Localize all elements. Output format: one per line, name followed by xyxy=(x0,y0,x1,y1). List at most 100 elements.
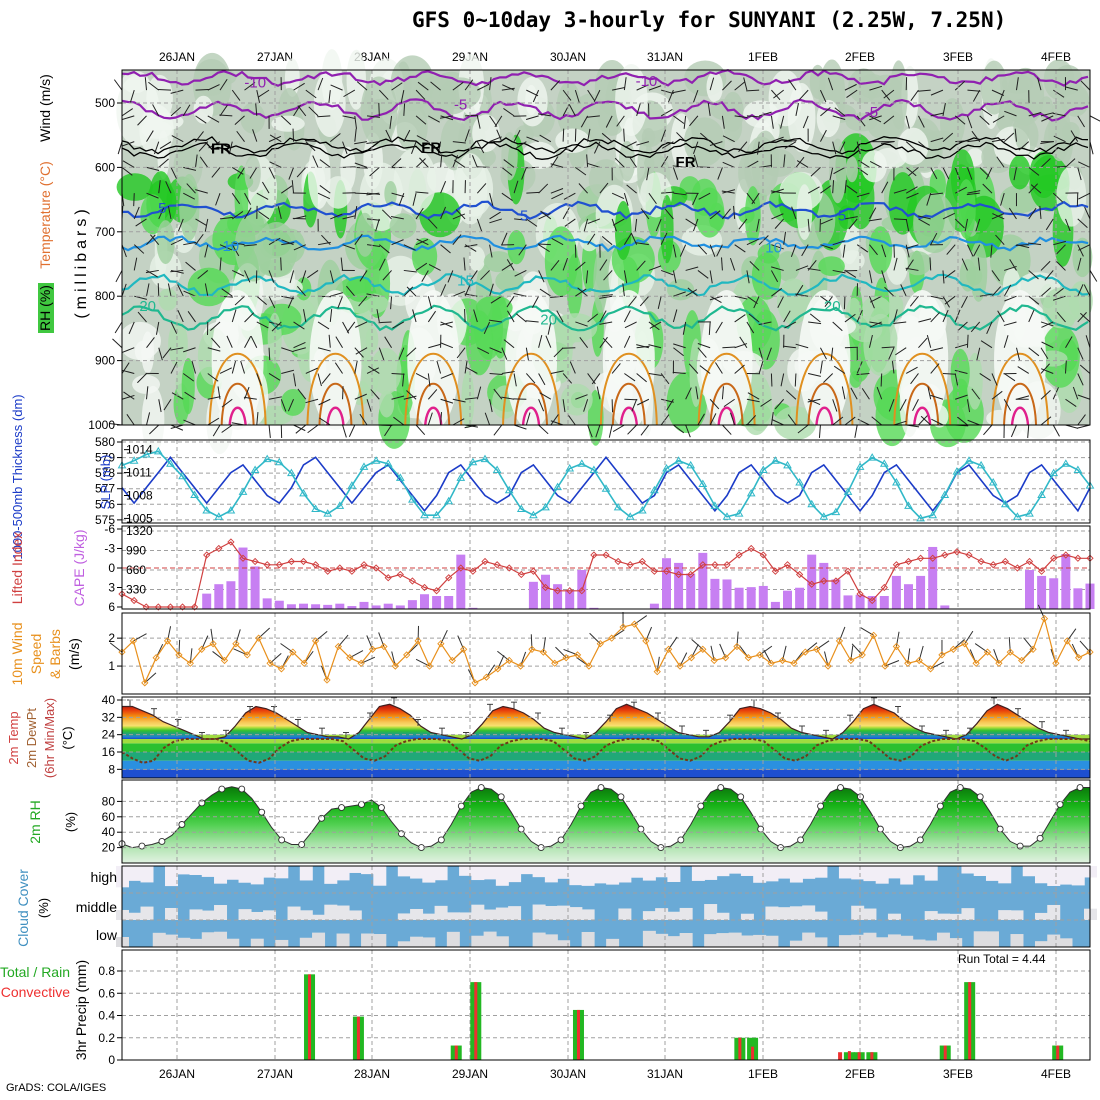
wind-speed-point xyxy=(869,631,878,639)
wind-barb xyxy=(293,373,297,387)
wind-barb xyxy=(146,234,156,246)
wind-barb xyxy=(1065,86,1078,91)
wind-barb xyxy=(672,309,678,323)
rh-patch xyxy=(271,115,305,132)
wind-barb xyxy=(146,386,149,400)
wind-barb xyxy=(182,104,191,117)
cloud-fraction-cell xyxy=(410,866,424,879)
wind-barb xyxy=(1079,364,1091,374)
wind-barb xyxy=(493,388,503,400)
wind-barb xyxy=(1052,295,1066,301)
wind-barb xyxy=(868,218,882,222)
wind-barb xyxy=(709,413,717,426)
wind-barb xyxy=(1040,158,1051,168)
wind-barb xyxy=(427,310,436,323)
temp-30-contour xyxy=(893,352,952,426)
wind-barb xyxy=(226,335,233,348)
wind-barb xyxy=(301,270,307,283)
wind-barb xyxy=(715,362,723,374)
rh-point xyxy=(817,802,825,810)
wind-barb xyxy=(219,114,233,117)
cape-bar xyxy=(323,604,333,609)
rh-point xyxy=(437,836,445,844)
wind-barb xyxy=(734,115,748,119)
wind-barb xyxy=(980,108,993,117)
wind-speed-point xyxy=(824,662,832,670)
wind-barb xyxy=(830,347,834,361)
precip-convective-bar xyxy=(454,1045,458,1060)
wind-barb xyxy=(623,128,625,142)
wind-barb xyxy=(255,102,258,116)
wind-barb xyxy=(1028,207,1037,220)
cloud-fraction-cell xyxy=(936,932,950,947)
wind-barb xyxy=(293,321,305,330)
rh-dome xyxy=(798,290,851,430)
wind-barb xyxy=(734,244,746,253)
wind-barb xyxy=(340,257,344,271)
rh-point xyxy=(597,784,605,791)
thickness-point xyxy=(807,499,817,508)
cape-bar xyxy=(674,562,684,609)
cape-bar xyxy=(916,575,926,609)
rh-point xyxy=(1016,842,1024,850)
cape-bar xyxy=(383,603,393,609)
wind-barb xyxy=(415,89,426,100)
cape-bar xyxy=(1049,578,1059,609)
cloud-fraction-cell xyxy=(263,910,277,920)
wind-barb xyxy=(771,136,784,143)
wind-barb xyxy=(488,319,502,323)
wind-barb xyxy=(452,234,462,245)
wind-barb xyxy=(231,211,244,220)
wind-barb xyxy=(624,141,637,148)
top-date-label: 30JAN xyxy=(550,50,586,64)
cloud-fraction-cell xyxy=(557,905,571,920)
wind-barb xyxy=(525,347,529,361)
wind-barb xyxy=(305,398,319,404)
wind-barb xyxy=(823,373,834,383)
wind-barb xyxy=(771,213,784,220)
wind-barb xyxy=(871,416,883,426)
wind-barb xyxy=(856,192,870,198)
wind-barb xyxy=(170,269,184,273)
wind-barb xyxy=(207,84,220,91)
wind-barb xyxy=(329,308,333,323)
wind-barb xyxy=(599,182,609,194)
rh-patch xyxy=(751,309,780,370)
y-tick-label: 0.6 xyxy=(98,986,115,1000)
precip-convective-bar xyxy=(576,1009,580,1060)
temp-5-contour xyxy=(121,200,1089,220)
cloud-fraction-cell xyxy=(642,866,656,881)
wind-barb xyxy=(243,396,257,400)
cloud-fraction-cell xyxy=(495,936,509,947)
wind-barb xyxy=(484,412,491,426)
wind-barb xyxy=(195,154,198,168)
wind-barb xyxy=(930,167,938,180)
wind-barb xyxy=(749,261,760,271)
lifted-index-point xyxy=(420,583,429,592)
wind-barb xyxy=(170,424,184,431)
wind-barb xyxy=(464,308,466,322)
wind-speed-point xyxy=(300,659,308,667)
cloud-unit-label: (%) xyxy=(36,898,51,918)
wind-speed-point xyxy=(425,662,434,670)
wind-barb xyxy=(636,103,641,117)
wind-barb xyxy=(391,158,402,168)
wind-barb xyxy=(881,181,889,194)
wind-barb xyxy=(1016,395,1030,400)
wind-barb xyxy=(515,141,527,150)
wind-barb xyxy=(787,414,797,426)
temp-band xyxy=(122,752,1090,761)
rh-patch xyxy=(641,128,656,147)
cloud-fraction-cell xyxy=(422,866,436,883)
y-tick-label: 1 xyxy=(108,659,115,673)
wind-barb xyxy=(133,206,140,220)
cape-bar xyxy=(214,584,224,609)
rh-point xyxy=(717,784,725,791)
wind-barb xyxy=(946,244,956,255)
wind-barb xyxy=(1009,259,1017,271)
thickness-point xyxy=(1000,499,1010,508)
temp-10-contour xyxy=(121,234,1089,253)
thickness-point xyxy=(783,460,792,469)
thickness-point xyxy=(722,512,732,520)
wind-barb xyxy=(1028,295,1040,305)
